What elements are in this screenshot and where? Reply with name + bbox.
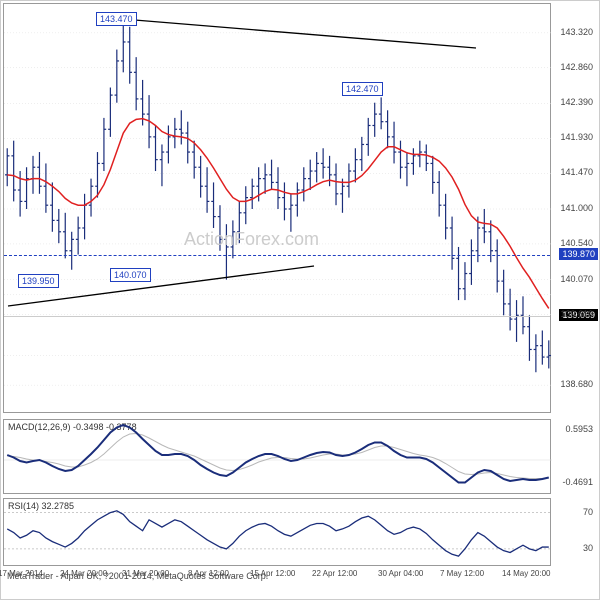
rsi-svg [4, 499, 552, 567]
rsi-chart[interactable]: RSI(14) 32.2785 [3, 498, 551, 566]
price-annotation: 143.470 [96, 12, 137, 26]
x-tick-label: 7 May 12:00 [440, 569, 484, 578]
price-annotation: 142.470 [342, 82, 383, 96]
main-y-axis: 138.680 139.610 140.070 140.540 141.000 141.4… [549, 3, 597, 413]
macd-chart[interactable]: MACD(12,26,9) -0.3498 -0.3778 [3, 419, 551, 494]
macd-svg [4, 420, 552, 495]
y-tick-label: -0.4691 [562, 477, 593, 487]
y-tick-label: 70 [583, 507, 593, 517]
x-tick-label: 30 Apr 04:00 [378, 569, 423, 578]
horizontal-line-gray [4, 316, 550, 317]
y-tick-label: 142.390 [560, 97, 593, 107]
y-tick-label: 140.540 [560, 238, 593, 248]
price-annotation: 139.950 [18, 274, 59, 288]
x-tick-label: 14 May 20:00 [502, 569, 550, 578]
y-tick-label: 142.860 [560, 62, 593, 72]
y-tick-label: 140.070 [560, 274, 593, 284]
y-tick-label: 141.000 [560, 203, 593, 213]
horizontal-line-blue [4, 255, 550, 256]
macd-y-axis: 0.5953 -0.4691 [549, 419, 597, 494]
y-tick-label: 139.610 [560, 309, 593, 319]
y-tick-label: 30 [583, 543, 593, 553]
price-annotation: 140.070 [110, 268, 151, 282]
x-tick-label: 22 Apr 12:00 [312, 569, 357, 578]
y-tick-label: 141.470 [560, 167, 593, 177]
footer-text: MetaTrader - Alpari UK, ?2001-2014, Meta… [7, 571, 268, 581]
y-tick-label: 143.320 [560, 27, 593, 37]
y-tick-label: 0.5953 [565, 424, 593, 434]
rsi-y-axis: 30 70 [549, 498, 597, 566]
watermark: ActionForex.com [184, 229, 319, 250]
y-tick-label: 141.930 [560, 132, 593, 142]
main-price-chart[interactable]: 143.470 142.470 139.950 140.070 ActionForex… [3, 3, 551, 413]
y-tick-label: 138.680 [560, 379, 593, 389]
main-chart-svg [4, 4, 552, 414]
